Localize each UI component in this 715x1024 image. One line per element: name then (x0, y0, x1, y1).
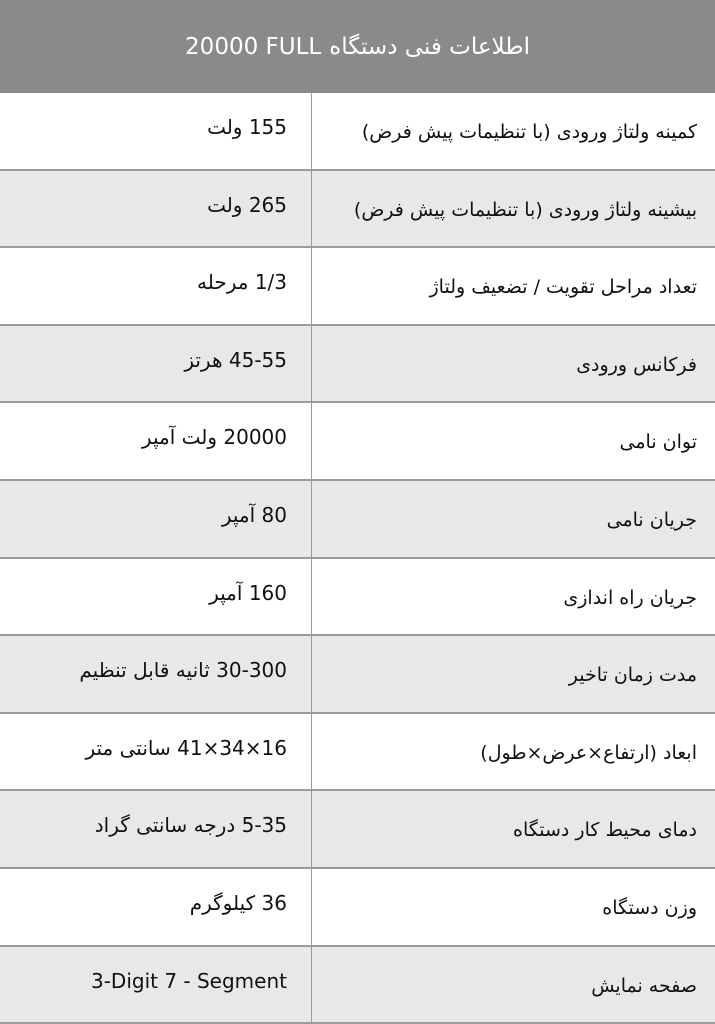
spec-value: 45-55 هرتز (0, 325, 312, 402)
spec-value: 20000 ولت آمپر (0, 403, 312, 479)
table-row: 155 ولت کمینه ولتاژ ورودی (با تنظیمات پیش… (0, 93, 715, 171)
table-row: 265 ولت بیشینه ولتاژ ورودی (با تنظیمات پی… (0, 170, 715, 249)
header-title: اطلاعات فنی دستگاه (329, 33, 530, 60)
table-row: 5-35 درجه سانتی گراد دمای محیط کار دستگاه (0, 791, 715, 869)
table-row: 30-300 ثانیه قابل تنظیم مدت زمان تاخیر (0, 636, 715, 714)
spec-value: 16×34×41 سانتی متر (0, 713, 312, 790)
spec-label: وزن دستگاه (602, 896, 697, 919)
table-row: 1/3 مرحله تعداد مراحل تقویت / تضعیف ولتاژ (0, 248, 715, 326)
spec-label: توان نامی (619, 431, 697, 454)
table-row: 36 کیلوگرم وزن دستگاه (0, 868, 715, 947)
spec-label: فرکانس ورودی (576, 353, 697, 376)
spec-value: 1/3 مرحله (0, 248, 312, 324)
spec-table: 155 ولت کمینه ولتاژ ورودی (با تنظیمات پیش… (0, 93, 715, 1024)
spec-label: بیشینه ولتاژ ورودی (با تنظیمات پیش فرض) (353, 198, 697, 221)
spec-value: 265 ولت (0, 170, 312, 247)
table-row: 80 آمپر جریان نامی (0, 480, 715, 559)
table-row: 3-Digit 7 - Segment صفحه نمایش (0, 946, 715, 1024)
spec-value: 155 ولت (0, 93, 312, 169)
spec-value: 3-Digit 7 - Segment (0, 946, 312, 1023)
spec-value: 160 آمپر (0, 558, 312, 635)
table-row: 160 آمپر جریان راه اندازی (0, 558, 715, 637)
spec-label: تعداد مراحل تقویت / تضعیف ولتاژ (429, 276, 698, 299)
spec-label: کمینه ولتاژ ورودی (با تنظیمات پیش فرض) (361, 121, 697, 143)
table-header: اطلاعات فنی دستگاه 20000 FULL (0, 0, 715, 93)
table-row: 20000 ولت آمپر توان نامی (0, 403, 715, 481)
spec-label: صفحه نمایش (591, 974, 697, 997)
spec-label: ابعاد (ارتفاع×عرض×طول) (480, 741, 697, 764)
spec-value: 5-35 درجه سانتی گراد (0, 791, 312, 867)
spec-value: 30-300 ثانیه قابل تنظیم (0, 636, 312, 712)
spec-value: 36 کیلوگرم (0, 868, 312, 945)
spec-label: دمای محیط کار دستگاه (513, 819, 697, 842)
spec-label: جریان نامی (606, 508, 697, 531)
table-row: 16×34×41 سانتی متر ابعاد (ارتفاع×عرض×طول) (0, 713, 715, 792)
spec-label: جریان راه اندازی (563, 586, 697, 609)
spec-value: 80 آمپر (0, 480, 312, 557)
spec-label: مدت زمان تاخیر (568, 664, 697, 687)
table-row: 45-55 هرتز فرکانس ورودی (0, 325, 715, 404)
header-model: 20000 FULL (185, 33, 322, 60)
